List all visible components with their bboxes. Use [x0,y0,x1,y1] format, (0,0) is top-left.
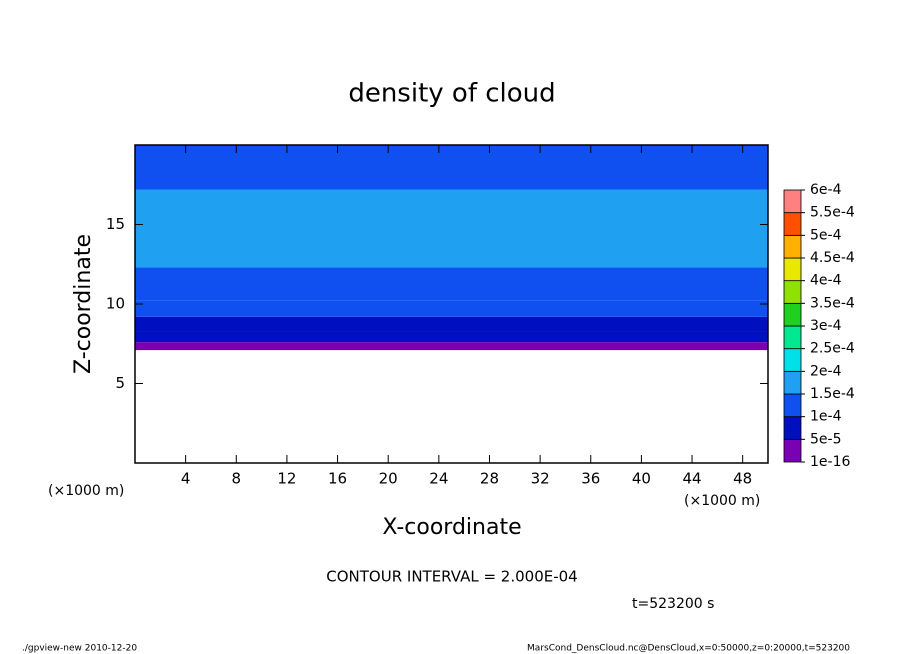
chart-title: density of cloud [348,79,555,109]
contour-band [135,300,768,317]
colorbar-box [783,280,802,304]
y-tick-label: 5 [115,374,125,392]
colorbar-box [783,416,802,440]
x-axis-label: X-coordinate [382,515,521,540]
colorbar-label: 1.5e-4 [810,386,855,402]
colorbar-box [783,189,802,214]
annotation: CONTOUR INTERVAL = 2.000E-04 [326,568,577,586]
time-label: t=523200 s [632,596,714,612]
y-tick-label: 10 [106,295,125,313]
contour-band [135,316,768,332]
x-tick-label: 4 [181,470,191,488]
x-tick-label: 12 [277,470,296,488]
contour-band [135,189,768,268]
colorbar-box [783,438,802,463]
contour-band [135,145,768,190]
colorbar-box [783,325,802,350]
colorbar-label: 3e-4 [810,318,842,334]
contour-band [135,267,768,301]
colorbar-box [783,348,802,372]
colorbar-label: 3.5e-4 [810,295,855,311]
colorbar-label: 5e-4 [810,227,842,243]
footer-right: MarsCond_DensCloud.nc@DensCloud,x=0:5000… [527,644,850,654]
colorbar-label: 5.5e-4 [810,205,855,221]
colorbar-label: 1e-16 [810,454,850,470]
colorbar-box [783,393,802,418]
x-tick-label: 48 [733,470,752,488]
footer-left: ./gpview-new 2010-12-20 [22,644,137,654]
colorbar-label: 4.5e-4 [810,250,855,266]
colorbar-box [783,370,802,395]
x-tick-label: 8 [232,470,242,488]
x-tick-label: 28 [480,470,499,488]
colorbar-label: 2.5e-4 [810,341,855,357]
colorbar-label: 6e-4 [810,182,842,198]
x-tick-label: 16 [328,470,347,488]
colorbar-label: 4e-4 [810,273,842,289]
colorbar-label: 2e-4 [810,363,842,379]
x-tick-label: 20 [379,470,398,488]
colorbar-box [783,302,802,327]
y-unit: (×1000 m) [48,483,124,499]
y-axis-label: Z-coordinate [71,234,96,374]
colorbar-label: 1e-4 [810,409,842,425]
colorbar-box [783,212,802,236]
x-tick-label: 36 [581,470,600,488]
x-tick-label: 40 [632,470,651,488]
colorbar-box [783,234,802,259]
x-tick-label: 44 [682,470,701,488]
x-tick-label: 24 [429,470,448,488]
contour-band [135,331,768,343]
x-tick-label: 32 [531,470,550,488]
colorbar-box [783,257,802,282]
x-unit: (×1000 m) [684,493,760,509]
y-tick-label: 15 [106,215,125,233]
contour-band [135,342,768,351]
colorbar-label: 5e-5 [810,431,841,447]
